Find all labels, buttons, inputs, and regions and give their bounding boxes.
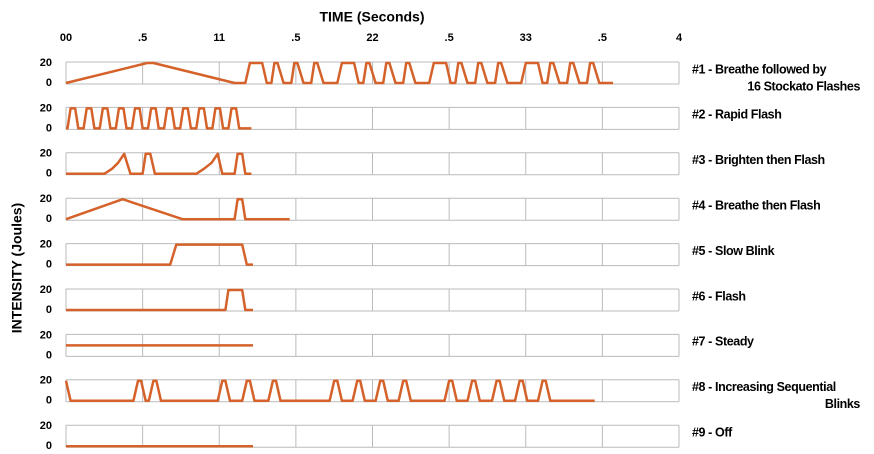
y-tick-label: 0 — [46, 168, 52, 180]
y-tick-label: 20 — [40, 420, 52, 432]
panel-title: Blinks — [825, 397, 861, 411]
x-tick-label: .5 — [291, 32, 300, 44]
y-tick-label: 0 — [46, 122, 52, 134]
intensity-line — [66, 243, 253, 266]
panel-title: #4 - Breathe then Flash — [692, 198, 820, 212]
panel-title: #7 - Steady — [692, 335, 754, 349]
y-tick-label: 20 — [40, 193, 52, 205]
panel-title: #6 - Flash — [692, 289, 746, 303]
y-tick-label: 0 — [46, 213, 52, 225]
intensity-line — [65, 197, 290, 221]
y-tick-label: 20 — [40, 284, 52, 296]
x-tick-label: .5 — [598, 32, 607, 44]
y-tick-label: 0 — [46, 259, 52, 271]
panel-title: #2 - Rapid Flash — [692, 108, 781, 122]
y-tick-label: 20 — [40, 148, 52, 160]
intensity-line — [66, 288, 253, 312]
panel-title: #8 - Increasing Sequential — [692, 380, 836, 394]
intensity-line — [65, 61, 614, 85]
intensity-line — [66, 107, 252, 130]
x-tick-label: 22 — [366, 32, 378, 44]
panel-title: #9 - Off — [692, 425, 733, 439]
y-tick-label: 0 — [46, 440, 52, 449]
x-tick-label: .5 — [138, 32, 147, 44]
x-tick-label: 33 — [520, 32, 532, 44]
y-axis-title: INTENSITY (Joules) — [9, 203, 25, 333]
x-tick-label: 4 — [676, 32, 683, 44]
x-tick-label: 00 — [60, 32, 72, 44]
panel-title: #3 - Brighten then Flash — [692, 153, 825, 167]
x-axis-title: TIME (Seconds) — [319, 9, 424, 25]
y-tick-label: 20 — [40, 375, 52, 387]
y-tick-label: 20 — [40, 329, 52, 341]
x-tick-label: 11 — [213, 32, 225, 44]
panel-title: #5 - Slow Blink — [692, 244, 775, 258]
x-tick-label: .5 — [445, 32, 454, 44]
y-tick-label: 0 — [46, 77, 52, 89]
y-tick-label: 0 — [46, 395, 52, 407]
y-tick-label: 0 — [46, 349, 52, 361]
panel-title: #1 - Breathe followed by — [692, 62, 827, 76]
intensity-line — [64, 379, 595, 403]
y-tick-label: 20 — [40, 102, 52, 114]
y-tick-label: 20 — [40, 57, 52, 69]
y-tick-label: 0 — [46, 304, 52, 316]
y-tick-label: 20 — [40, 239, 52, 251]
intensity-line — [66, 152, 252, 176]
panel-title: 16 Stockato Flashes — [747, 79, 860, 93]
